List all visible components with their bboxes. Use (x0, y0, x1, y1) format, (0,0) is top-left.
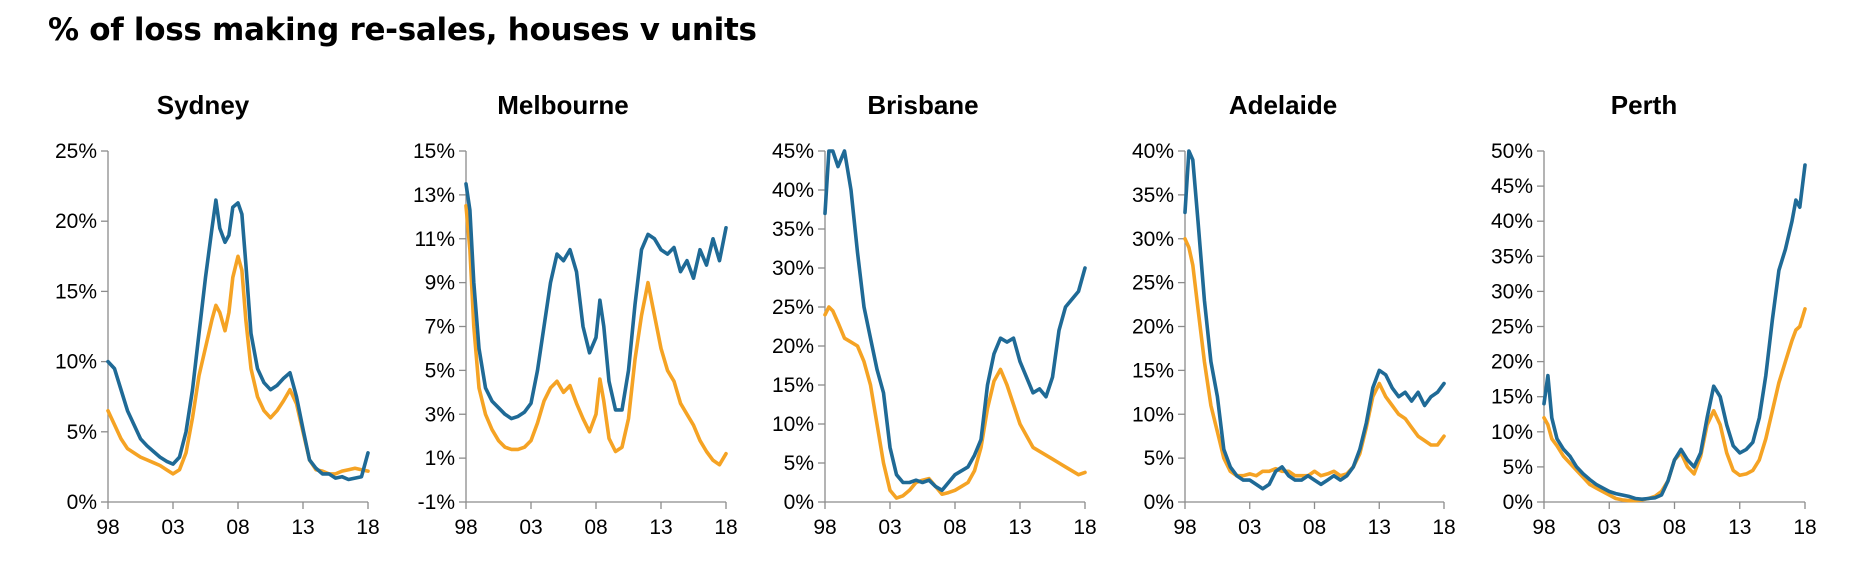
y-tick-label: 5% (784, 452, 814, 475)
x-tick-label: 18 (1073, 516, 1096, 539)
series-line-blue (1183, 149, 1446, 491)
y-tick-label: 9% (425, 272, 455, 295)
panel-title: Adelaide (1229, 90, 1337, 120)
y-tick-label: 0% (784, 491, 814, 514)
y-tick-label: 5% (1144, 447, 1174, 470)
x-tick-label: 08 (226, 516, 249, 539)
x-tick-label: 03 (1598, 516, 1621, 539)
y-tick-label: 1% (425, 447, 455, 470)
x-tick-label: 98 (96, 516, 119, 539)
y-tick-label: 15% (1491, 386, 1533, 409)
x-tick-label: 18 (1432, 516, 1455, 539)
y-tick-label: 10% (772, 413, 814, 436)
y-tick-label: 20% (55, 210, 97, 233)
panel-title: Melbourne (497, 90, 628, 120)
y-tick-label: 0% (1144, 491, 1174, 514)
y-tick-label: 10% (55, 351, 97, 374)
y-tick-label: 50% (1491, 140, 1533, 163)
x-tick-label: 98 (813, 516, 836, 539)
y-tick-label: 10% (1491, 421, 1533, 444)
y-tick-label: 20% (1491, 351, 1533, 374)
y-tick-label: 25% (1491, 316, 1533, 339)
chart-panel-melbourne: Melbourne -1% 1% 3% 5% 7% 9% 11% 13% 15% 98 03 08 13 1… (413, 90, 738, 539)
x-tick-label: 08 (584, 516, 607, 539)
x-tick-label: 08 (1663, 516, 1686, 539)
x-tick-label: 13 (649, 516, 672, 539)
series-line-orange (106, 254, 370, 476)
panel-title: Perth (1611, 90, 1677, 120)
y-tick-label: 25% (1132, 272, 1174, 295)
x-tick-label: 13 (1728, 516, 1751, 539)
y-tick-label: 40% (772, 179, 814, 202)
x-tick-label: 18 (714, 516, 737, 539)
y-tick-label: 20% (772, 335, 814, 358)
y-tick-label: 35% (1132, 184, 1174, 207)
x-tick-label: 03 (878, 516, 901, 539)
x-tick-label: 18 (356, 516, 379, 539)
panel-title: Sydney (157, 90, 250, 120)
chart-main-title: % of loss making re-sales, houses v unit… (48, 12, 757, 48)
chart-panel-sydney: Sydney 0% 5% 10% 15% 20% 25% 98 03 08 13 18 (55, 90, 380, 539)
y-tick-label: 5% (67, 421, 97, 444)
y-tick-label: 0% (67, 491, 97, 514)
y-tick-label: 3% (425, 403, 455, 426)
series-line-orange (1183, 237, 1446, 478)
y-tick-label: 25% (772, 296, 814, 319)
y-tick-label: 5% (1503, 456, 1533, 479)
x-tick-label: 98 (1173, 516, 1196, 539)
y-tick-label: 40% (1491, 210, 1533, 233)
x-tick-label: 08 (943, 516, 966, 539)
y-tick-label: 10% (1132, 403, 1174, 426)
y-tick-label: 30% (1132, 228, 1174, 251)
y-tick-label: 20% (1132, 316, 1174, 339)
x-tick-label: 03 (519, 516, 542, 539)
y-tick-label: 15% (55, 280, 97, 303)
series-line-blue (823, 149, 1087, 493)
series-line-blue (464, 182, 728, 421)
series-line-orange (823, 305, 1087, 500)
panel-title: Brisbane (867, 90, 978, 120)
x-tick-label: 98 (454, 516, 477, 539)
x-tick-label: 13 (1368, 516, 1391, 539)
x-tick-label: 13 (1008, 516, 1031, 539)
y-tick-label: 11% (415, 228, 455, 251)
y-tick-label: 0% (1503, 491, 1533, 514)
y-tick-label: 40% (1132, 140, 1174, 163)
x-tick-label: 13 (291, 516, 314, 539)
y-tick-label: 30% (772, 257, 814, 280)
y-tick-label: 30% (1491, 280, 1533, 303)
y-tick-label: 15% (772, 374, 814, 397)
series-line-blue (1542, 163, 1807, 502)
y-tick-label: 15% (1132, 359, 1174, 382)
x-tick-label: 03 (161, 516, 184, 539)
y-tick-label: 25% (55, 140, 97, 163)
x-tick-label: 08 (1303, 516, 1326, 539)
y-tick-label: -1% (418, 491, 455, 514)
y-tick-label: 13% (413, 184, 455, 207)
y-tick-label: 45% (1491, 175, 1533, 198)
x-tick-label: 03 (1238, 516, 1261, 539)
y-tick-label: 35% (772, 218, 814, 241)
chart-panel-perth: Perth 0% 5% 10% 15% 20% 25% 30% 35% 40% 45% 50% 98 03… (1491, 90, 1817, 539)
y-tick-label: 45% (772, 140, 814, 163)
y-tick-label: 5% (425, 359, 455, 382)
y-tick-label: 15% (413, 140, 455, 163)
series-line-blue (106, 198, 370, 482)
chart-panel-brisbane: Brisbane 0% 5% 10% 15% 20% 25% 30% 35% 40% 45% 98 03… (772, 90, 1097, 539)
y-tick-label: 35% (1491, 245, 1533, 268)
x-tick-label: 18 (1793, 516, 1816, 539)
y-tick-label: 7% (425, 316, 455, 339)
chart-panel-adelaide: Adelaide 0% 5% 10% 15% 20% 25% 30% 35% 40% 98 03 08 1… (1132, 90, 1456, 539)
x-tick-label: 98 (1532, 516, 1555, 539)
series-line-orange (464, 204, 728, 467)
